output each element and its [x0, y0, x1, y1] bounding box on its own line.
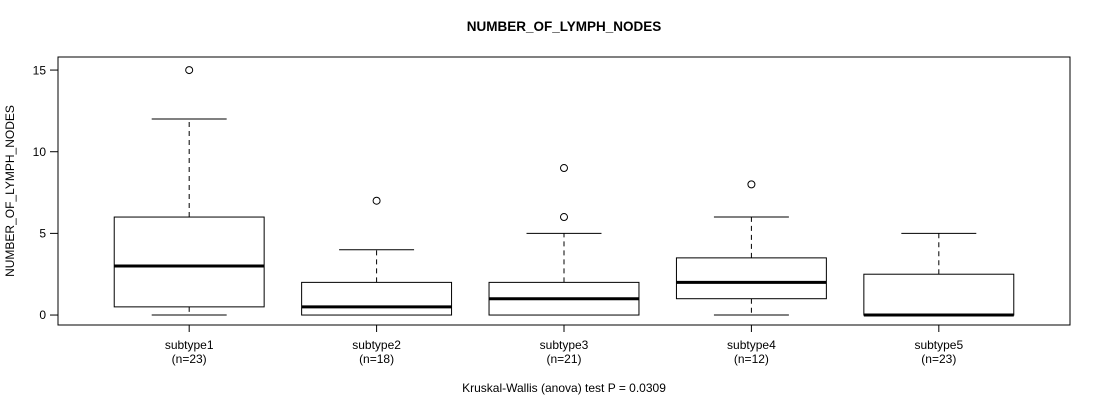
outlier-subtype2	[372, 196, 381, 205]
x-tick-label-subtype5: subtype5	[914, 338, 963, 352]
outlier-subtype4	[747, 180, 756, 189]
x-tick-sublabel-subtype1: (n=23)	[172, 352, 207, 366]
caption: Kruskal-Wallis (anova) test P = 0.0309	[462, 381, 666, 395]
x-tick-label-subtype3: subtype3	[540, 338, 589, 352]
outlier-subtype3	[560, 164, 568, 173]
box-subtype5	[863, 273, 1015, 316]
box-subtype4	[675, 257, 827, 300]
box-subtype1	[113, 216, 265, 308]
x-tick-sublabel-subtype5: (n=23)	[921, 352, 956, 366]
outlier-subtype1	[185, 66, 194, 75]
x-tick-sublabel-subtype3: (n=21)	[546, 352, 581, 366]
y-axis-label: NUMBER_OF_LYMPH_NODES	[3, 105, 17, 277]
x-tick-label-subtype2: subtype2	[352, 338, 401, 352]
y-tick-label: 0	[39, 308, 46, 322]
outlier-subtype3	[560, 213, 568, 222]
x-tick-sublabel-subtype2: (n=18)	[359, 352, 394, 366]
chart-title: NUMBER_OF_LYMPH_NODES	[467, 19, 662, 34]
y-tick-label: 10	[33, 145, 47, 159]
y-tick-label: 5	[39, 227, 46, 241]
x-tick-label-subtype1: subtype1	[165, 338, 214, 352]
x-tick-sublabel-subtype4: (n=12)	[734, 352, 769, 366]
x-tick-label-subtype4: subtype4	[727, 338, 776, 352]
y-tick-label: 15	[33, 63, 47, 77]
box-subtype2	[301, 281, 453, 316]
